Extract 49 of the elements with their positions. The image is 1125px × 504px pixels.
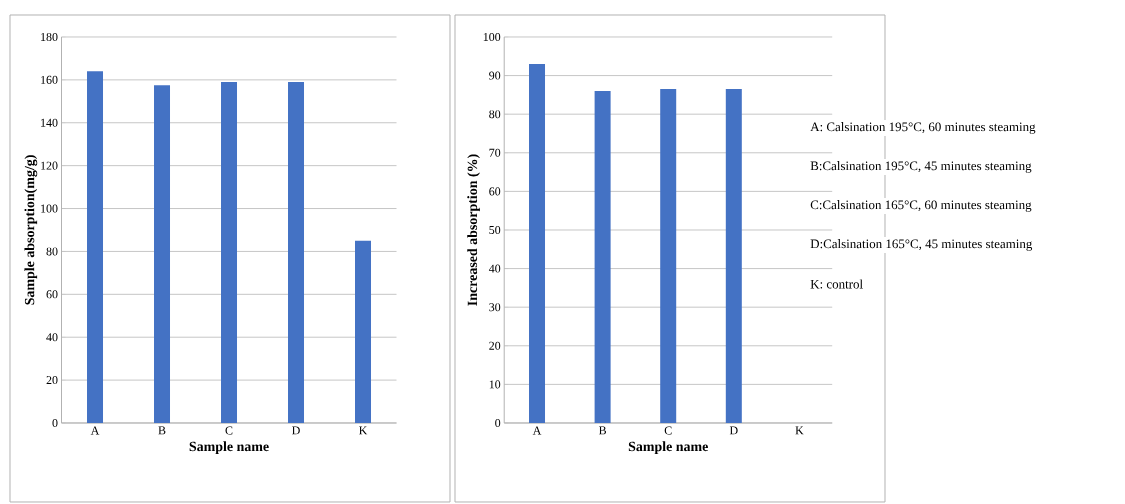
bar: [221, 82, 238, 423]
annotation: D:Calsination 165°C, 45 minutes steaming: [810, 239, 1033, 251]
annotation: B:Calsination 195°C, 45 minutes steaming: [810, 161, 1032, 173]
bar: [594, 91, 611, 423]
y-tick-label: 20: [46, 376, 58, 385]
bar: [660, 89, 677, 423]
x-tick-label: K: [795, 426, 804, 435]
y-tick-label: 0: [495, 418, 501, 428]
y-tick-label: 180: [41, 32, 58, 42]
y-tick-label: 120: [41, 161, 58, 170]
y-tick-label: 100: [483, 32, 501, 42]
y-tick-label: 50: [489, 225, 501, 235]
y-axis-title: Increased absorption (%): [467, 154, 480, 306]
y-axis-title: Sample absorption(mg/g): [24, 155, 38, 305]
y-tick-label: 140: [41, 118, 58, 127]
x-axis-title: Sample name: [628, 441, 708, 455]
annotation: C:Calsination 165°C, 60 minutes steaming: [810, 200, 1032, 212]
x-tick-label: C: [225, 426, 233, 435]
annotation: K: control: [810, 279, 863, 289]
x-tick-label: C: [664, 426, 672, 435]
y-tick-label: 160: [41, 75, 58, 84]
y-tick-label: 70: [489, 148, 501, 157]
y-tick-label: 60: [489, 187, 501, 196]
bar: [529, 64, 546, 423]
bar: [288, 82, 305, 423]
y-tick-label: 80: [489, 110, 501, 119]
y-tick-label: 60: [46, 290, 58, 299]
x-tick-label: D: [292, 426, 300, 435]
y-tick-label: 80: [46, 247, 58, 256]
bar: [87, 71, 104, 423]
x-tick-label: K: [359, 426, 368, 435]
y-tick-label: 10: [489, 380, 501, 389]
x-tick-label: B: [158, 426, 166, 435]
y-tick-label: 30: [489, 303, 501, 312]
x-tick-label: A: [532, 426, 542, 435]
y-tick-label: 90: [489, 71, 501, 80]
y-tick-label: 100: [41, 204, 58, 213]
bar: [725, 89, 742, 423]
x-axis-title: Sample name: [189, 441, 269, 455]
bar: [355, 240, 372, 423]
y-tick-label: 20: [489, 341, 501, 350]
x-tick-label: D: [729, 426, 738, 435]
y-tick-label: 40: [46, 333, 58, 342]
y-tick-label: 0: [52, 418, 58, 428]
annotation: A: Calsination 195°C, 60 minutes steaming: [810, 122, 1036, 134]
x-tick-label: B: [598, 426, 607, 435]
y-tick-label: 40: [488, 264, 501, 273]
x-tick-label: A: [90, 426, 100, 435]
bar: [154, 85, 171, 423]
